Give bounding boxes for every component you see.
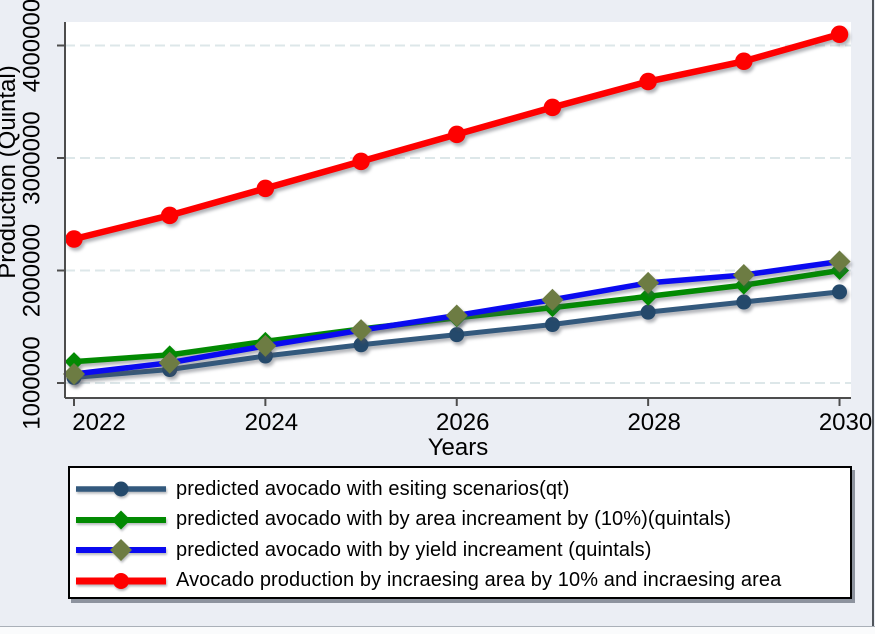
data-point [736, 294, 752, 310]
data-point [353, 337, 369, 353]
data-point [449, 327, 465, 343]
legend-key-circle-icon [76, 572, 166, 589]
data-point [735, 52, 753, 71]
data-point [445, 304, 468, 327]
y-tick-label: 3000000 [18, 111, 45, 204]
y-tick-label: 4000000 [18, 0, 45, 92]
data-point [448, 125, 466, 144]
series-2 [62, 250, 851, 386]
data-point [541, 288, 564, 311]
legend-label: predicted avocado with esiting scenarios… [176, 477, 570, 500]
data-point [62, 363, 85, 386]
x-tick-label: 2022 [72, 409, 125, 436]
legend-label: predicted avocado with by yield increame… [176, 538, 652, 561]
data-point [832, 284, 848, 300]
data-point [352, 152, 370, 171]
legend-item: Avocado production by incraesing area by… [70, 566, 850, 597]
data-point [64, 352, 84, 372]
data-point [640, 304, 656, 320]
x-tick-label: 2026 [436, 409, 489, 436]
data-point [160, 206, 179, 225]
legend-label: Avocado production by incraesing area by… [176, 569, 782, 592]
data-point [254, 334, 277, 357]
data-point [638, 286, 658, 306]
legend-label: predicted avocado with by area increamen… [176, 508, 732, 531]
legend-item: predicted avocado with by yield increame… [70, 535, 850, 566]
data-point [65, 230, 83, 248]
x-tick-label: 2024 [245, 409, 298, 436]
data-point [543, 98, 562, 117]
y-axis-title: Production (Quintal) [0, 65, 21, 278]
legend-key-circle-icon [76, 481, 166, 497]
y-tick-label: 1000000 [18, 336, 45, 429]
data-point [158, 351, 181, 374]
window-bottom-edge [0, 626, 875, 634]
legend-key-diamond-icon [76, 539, 166, 562]
x-tick-label: 2030 [819, 409, 872, 436]
x-tick-label: 2028 [627, 409, 680, 436]
data-point [639, 72, 657, 91]
data-point [350, 319, 373, 342]
window-right-border [872, 0, 874, 627]
data-point [830, 25, 849, 44]
data-point [732, 264, 755, 287]
data-point [637, 271, 660, 294]
series-3 [65, 25, 849, 248]
y-tick-label: 2000000 [18, 224, 45, 317]
chart-legend: predicted avocado with esiting scenarios… [68, 466, 852, 599]
legend-item: predicted avocado with esiting scenarios… [70, 474, 850, 505]
avocado-production-line-chart: 1000000 2000000 3000000 4000000 2022 2024 2026… [0, 0, 872, 460]
data-point [256, 179, 275, 198]
legend-item: predicted avocado with by area increamen… [70, 505, 850, 536]
data-point [544, 317, 560, 333]
x-axis-title: Years [428, 434, 489, 460]
legend-key-diamond-icon [76, 510, 166, 530]
data-point [828, 250, 851, 273]
